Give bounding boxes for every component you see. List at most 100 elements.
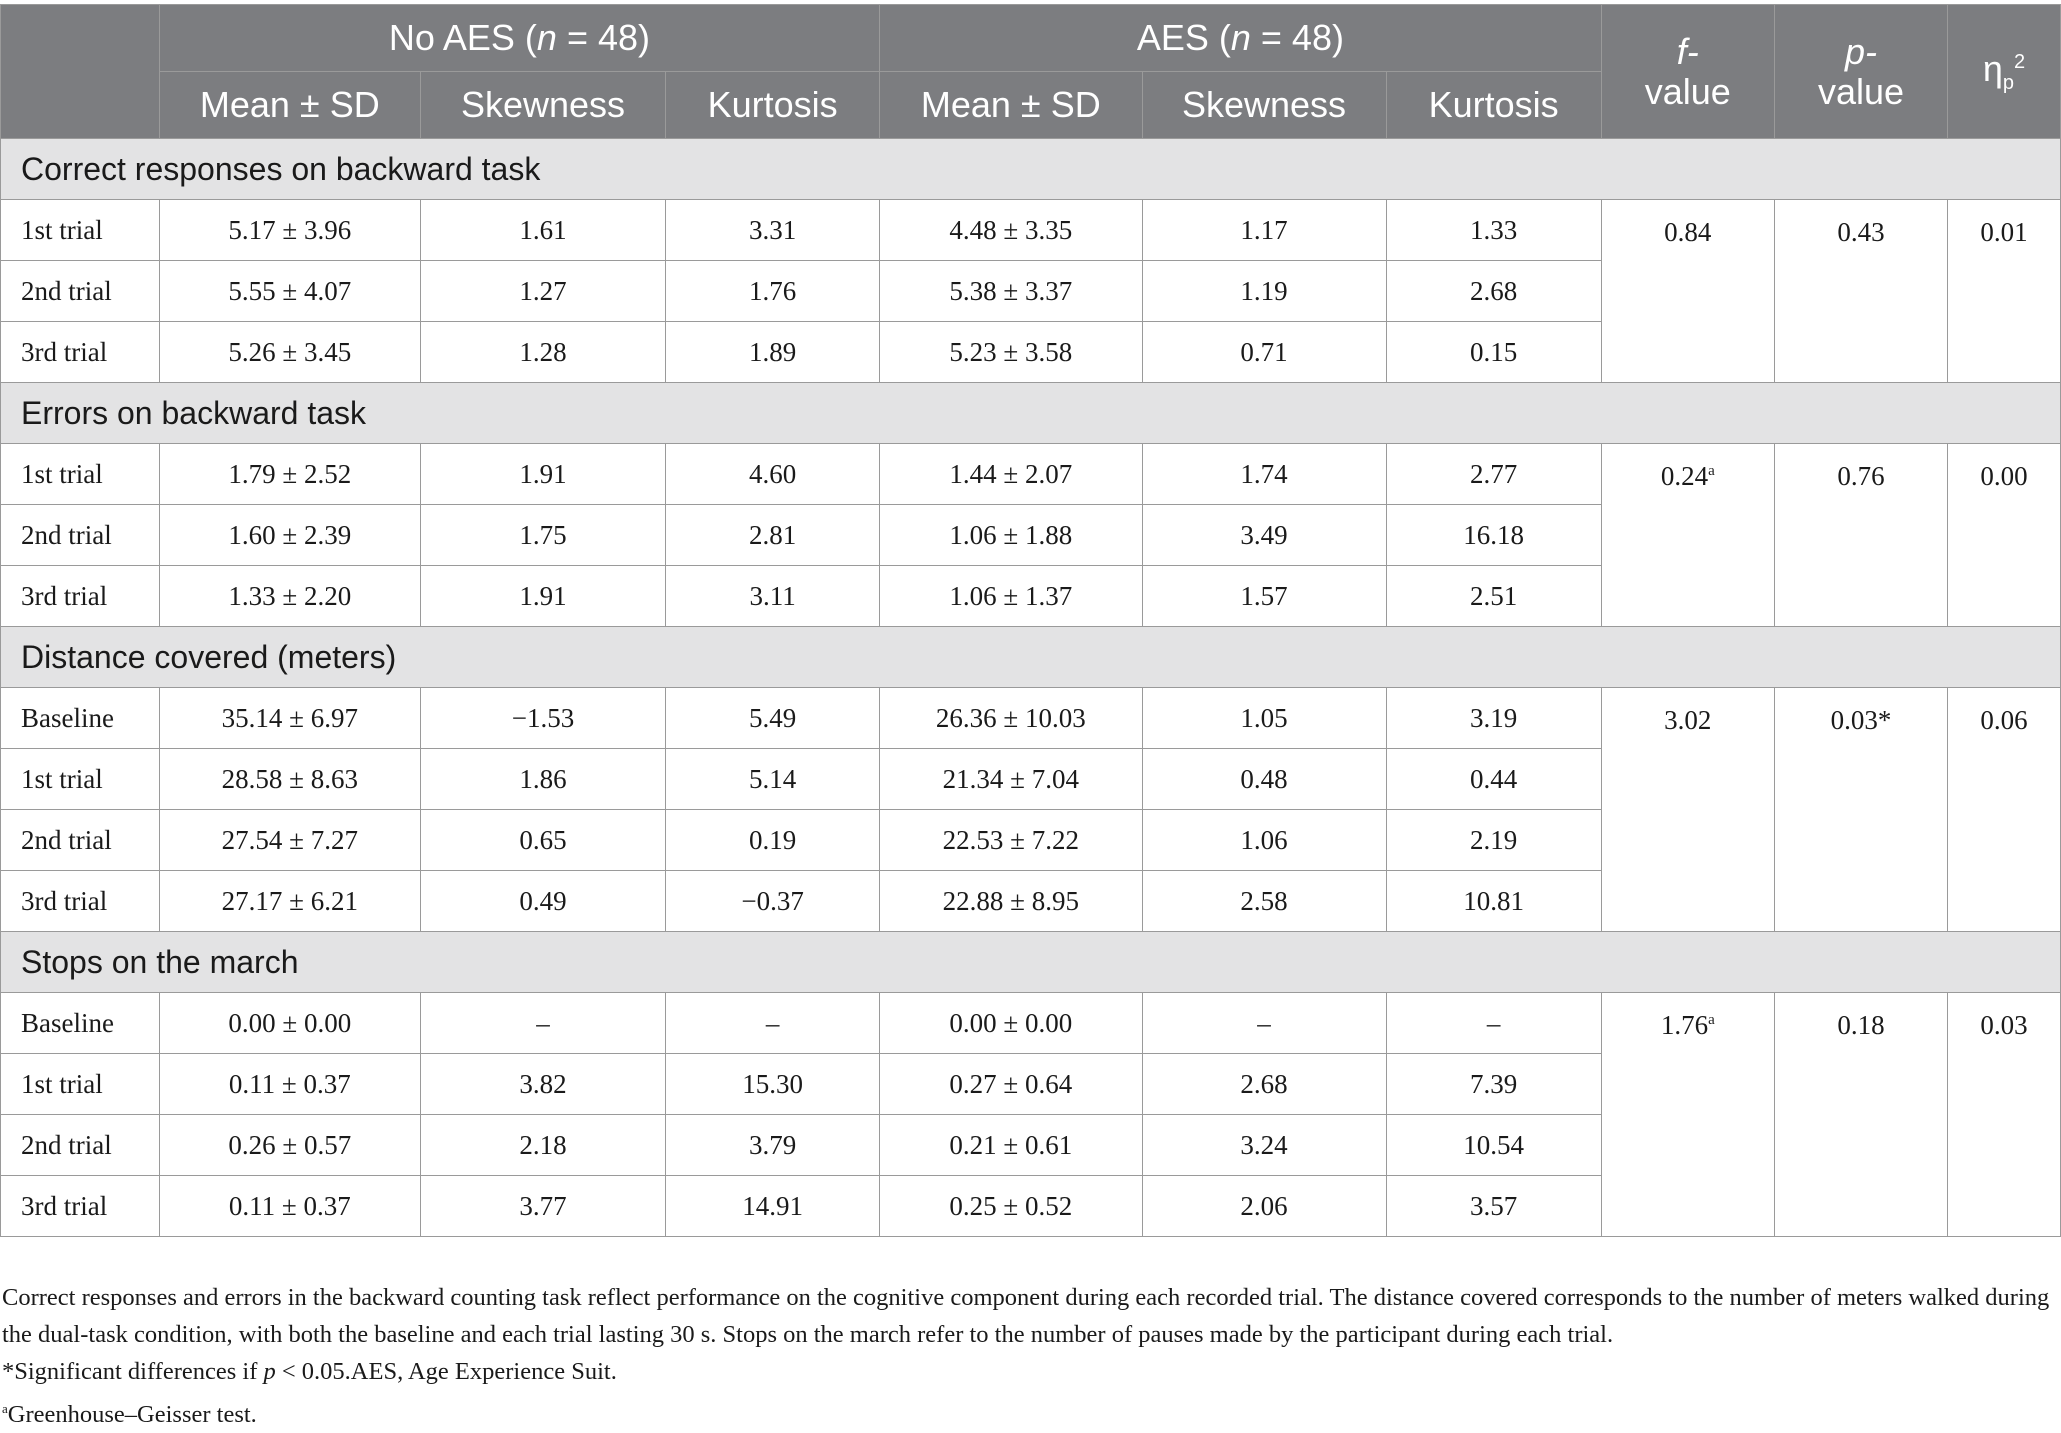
section-title: Distance covered (meters) xyxy=(0,626,2061,688)
header-noaes-mean: Mean ± SD xyxy=(158,71,421,139)
header-f-value: f-value xyxy=(1600,4,1775,139)
aes-kurtosis-cell: 7.39 xyxy=(1385,1053,1602,1115)
table-row: 2nd trial 1.60 ± 2.39 1.75 2.81 1.06 ± 1.88 3… xyxy=(0,504,2061,566)
p-value-cell: 0.18 xyxy=(1773,992,1949,1237)
aes-kurtosis-cell: 16.18 xyxy=(1385,504,1602,566)
table-header: No AES (n = 48) AES (n = 48) f-value p-v… xyxy=(0,4,2061,139)
aes-skewness-cell: 1.57 xyxy=(1141,565,1387,627)
no-aes-mean-cell: 27.54 ± 7.27 xyxy=(158,809,421,871)
no-aes-kurtosis-cell: 1.76 xyxy=(665,260,881,322)
no-aes-mean-cell: 5.55 ± 4.07 xyxy=(158,260,421,322)
aes-skewness-cell: 0.48 xyxy=(1141,748,1387,810)
no-aes-skewness-cell: 1.86 xyxy=(419,748,667,810)
no-aes-skewness-cell: 0.49 xyxy=(419,870,667,932)
section-title: Stops on the march xyxy=(0,931,2061,993)
aes-mean-cell: 26.36 ± 10.03 xyxy=(879,687,1143,749)
eta-squared-cell: 0.01 xyxy=(1947,199,2061,383)
no-aes-kurtosis-cell: 3.11 xyxy=(665,565,881,627)
no-aes-skewness-cell: 1.28 xyxy=(419,321,667,383)
no-aes-skewness-cell: 1.75 xyxy=(419,504,667,566)
table-row: 1st trial 1.79 ± 2.52 1.91 4.60 1.44 ± 2.07 1… xyxy=(0,443,2061,627)
aes-mean-cell: 1.06 ± 1.37 xyxy=(879,565,1143,627)
aes-mean-cell: 5.38 ± 3.37 xyxy=(879,260,1143,322)
no-aes-mean-cell: 28.58 ± 8.63 xyxy=(158,748,421,810)
no-aes-kurtosis-cell: −0.37 xyxy=(665,870,881,932)
f-value-cell: 0.24a xyxy=(1600,443,1775,627)
row-label: Baseline xyxy=(0,687,160,749)
no-aes-kurtosis-cell: 5.49 xyxy=(665,687,881,749)
aes-mean-cell: 5.23 ± 3.58 xyxy=(879,321,1143,383)
no-aes-mean-cell: 27.17 ± 6.21 xyxy=(158,870,421,932)
f-value: 3.02 xyxy=(1664,705,1712,735)
no-aes-mean-cell: 1.79 ± 2.52 xyxy=(158,443,421,505)
no-aes-skewness-cell: 0.65 xyxy=(419,809,667,871)
row-label: 2nd trial xyxy=(0,1114,160,1176)
no-aes-mean-cell: 0.11 ± 0.37 xyxy=(158,1053,421,1115)
table-row: 3rd trial 5.26 ± 3.45 1.28 1.89 5.23 ± 3.58 0… xyxy=(0,321,2061,383)
footnote-description: Correct responses and errors in the back… xyxy=(2,1284,2050,1348)
aes-skewness-cell: 1.74 xyxy=(1141,443,1387,505)
aes-kurtosis-cell: 0.15 xyxy=(1385,321,1602,383)
aes-kurtosis-cell: 10.81 xyxy=(1385,870,1602,932)
aes-mean-cell: 21.34 ± 7.04 xyxy=(879,748,1143,810)
row-label: 3rd trial xyxy=(0,321,160,383)
no-aes-kurtosis-cell: 3.31 xyxy=(665,199,881,261)
row-label: 1st trial xyxy=(0,443,160,505)
no-aes-kurtosis-cell: 1.89 xyxy=(665,321,881,383)
table-row: Baseline 35.14 ± 6.97 −1.53 5.49 26.36 ± 10.… xyxy=(0,687,2061,932)
no-aes-kurtosis-cell: 2.81 xyxy=(665,504,881,566)
aes-skewness-cell: 2.06 xyxy=(1141,1175,1387,1237)
no-aes-mean-cell: 5.17 ± 3.96 xyxy=(158,199,421,261)
aes-kurtosis-cell: 3.19 xyxy=(1385,687,1602,749)
p-value-cell: 0.03* xyxy=(1773,687,1949,932)
aes-skewness-cell: 2.68 xyxy=(1141,1053,1387,1115)
aes-skewness-cell: 3.49 xyxy=(1141,504,1387,566)
no-aes-mean-cell: 1.33 ± 2.20 xyxy=(158,565,421,627)
aes-mean-cell: 1.44 ± 2.07 xyxy=(879,443,1143,505)
no-aes-mean-cell: 0.11 ± 0.37 xyxy=(158,1175,421,1237)
header-no-aes-group: No AES (n = 48) xyxy=(158,4,881,72)
row-label: 1st trial xyxy=(0,748,160,810)
header-aes-mean: Mean ± SD xyxy=(879,71,1143,139)
no-aes-skewness-cell: 1.61 xyxy=(419,199,667,261)
f-value-cell: 0.84 xyxy=(1600,199,1775,383)
no-aes-skewness-cell: 1.91 xyxy=(419,565,667,627)
row-label: 2nd trial xyxy=(0,504,160,566)
header-aes-skewness: Skewness xyxy=(1141,71,1387,139)
aes-skewness-cell: 1.19 xyxy=(1141,260,1387,322)
aes-skewness-cell: 0.71 xyxy=(1141,321,1387,383)
table-row: Baseline 0.00 ± 0.00– –0.00 ± 0.00– –1.76a 0… xyxy=(0,992,2061,1237)
eta-squared-cell: 0.06 xyxy=(1947,687,2061,932)
header-eta-squared: ηp2 xyxy=(1947,4,2061,139)
f-value-cell: 1.76a xyxy=(1600,992,1775,1237)
header-noaes-skewness: Skewness xyxy=(419,71,667,139)
no-aes-kurtosis-cell: 4.60 xyxy=(665,443,881,505)
f-value-note: a xyxy=(1708,463,1715,479)
no-aes-skewness-cell: – xyxy=(419,992,667,1054)
no-aes-kurtosis-cell: 15.30 xyxy=(665,1053,881,1115)
aes-kurtosis-cell: – xyxy=(1385,992,1602,1054)
no-aes-kurtosis-cell: 0.19 xyxy=(665,809,881,871)
aes-kurtosis-cell: 1.33 xyxy=(1385,199,1602,261)
f-value-note: a xyxy=(1708,1012,1715,1028)
no-aes-skewness-cell: 1.91 xyxy=(419,443,667,505)
aes-mean-cell: 0.27 ± 0.64 xyxy=(879,1053,1143,1115)
no-aes-skewness-cell: 1.27 xyxy=(419,260,667,322)
table-row: 2nd trial 0.26 ± 0.57 2.18 3.79 0.21 ± 0.61 3… xyxy=(0,1114,2061,1176)
aes-mean-cell: 0.00 ± 0.00 xyxy=(879,992,1143,1054)
aes-kurtosis-cell: 10.54 xyxy=(1385,1114,1602,1176)
header-blank xyxy=(0,4,160,139)
p-value-cell: 0.43 xyxy=(1773,199,1949,383)
aes-mean-cell: 0.25 ± 0.52 xyxy=(879,1175,1143,1237)
section-header-row: Stops on the march xyxy=(0,931,2061,993)
aes-skewness-cell: 2.58 xyxy=(1141,870,1387,932)
row-label: Baseline xyxy=(0,992,160,1054)
row-label: 2nd trial xyxy=(0,809,160,871)
aes-kurtosis-cell: 2.51 xyxy=(1385,565,1602,627)
table-row: 3rd trial 27.17 ± 6.21 0.49 −0.37 22.88 ± 8.… xyxy=(0,870,2061,932)
no-aes-kurtosis-cell: – xyxy=(665,992,881,1054)
footnote-significance: *Significant differences if p < 0.05.AES… xyxy=(2,1358,617,1385)
table-row: 2nd trial 27.54 ± 7.27 0.65 0.19 22.53 ± 7.2… xyxy=(0,809,2061,871)
no-aes-skewness-cell: 2.18 xyxy=(419,1114,667,1176)
no-aes-mean-cell: 0.26 ± 0.57 xyxy=(158,1114,421,1176)
